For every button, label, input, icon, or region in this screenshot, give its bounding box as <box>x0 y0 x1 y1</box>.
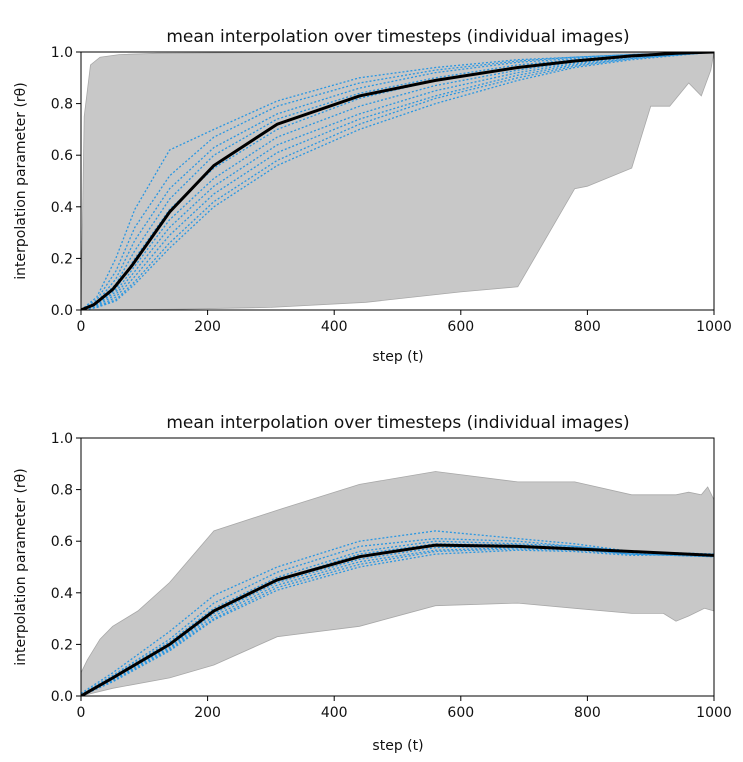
chart-title: mean interpolation over timesteps (indiv… <box>166 413 629 433</box>
chart-title: mean interpolation over timesteps (indiv… <box>166 27 629 47</box>
series-line-6 <box>81 548 714 696</box>
x-tick-label: 1000 <box>696 319 732 335</box>
x-axis-label: step (t) <box>372 349 423 365</box>
x-tick-label: 0 <box>77 319 86 335</box>
y-tick-label: 0.4 <box>51 586 73 602</box>
x-tick-label: 400 <box>321 705 348 721</box>
y-tick-label: 0.2 <box>51 637 73 653</box>
series-line-1 <box>81 537 714 696</box>
series-line-7 <box>81 549 714 696</box>
plot-contents <box>81 52 714 310</box>
series-line-7 <box>81 52 714 310</box>
mean-line <box>81 543 714 696</box>
series-line-6 <box>81 52 714 310</box>
y-axis-label: interpolation parameter (rθ) <box>13 468 29 665</box>
plot-frame <box>80 51 715 311</box>
series-line-2 <box>81 540 714 696</box>
axes: 0 200 400 600 800 1000 0.0 0.2 0.4 0.6 0.8 1.0 <box>51 431 732 721</box>
series-line-0 <box>81 52 714 310</box>
x-tick-label: 800 <box>574 319 601 335</box>
chart-top: mean interpolation over timesteps (indiv… <box>13 27 732 365</box>
plot-area <box>81 471 714 696</box>
chart-bottom: mean interpolation over timesteps (indiv… <box>13 413 732 754</box>
y-tick-label: 0.2 <box>51 251 73 267</box>
y-tick-label: 0.8 <box>51 97 73 113</box>
x-tick-label: 800 <box>574 705 601 721</box>
series-line-4 <box>81 52 714 310</box>
plot-frame <box>80 437 715 697</box>
y-tick-label: 0.6 <box>51 534 73 550</box>
y-tick-label: 0.0 <box>51 689 73 705</box>
x-tick-label: 400 <box>321 319 348 335</box>
plot-area <box>81 52 714 310</box>
x-tick-label: 600 <box>447 705 474 721</box>
x-axis-label: step (t) <box>372 738 423 754</box>
plot-contents <box>81 471 714 696</box>
y-tick-label: 0.8 <box>51 483 73 499</box>
y-axis-label: interpolation parameter (rθ) <box>13 82 29 279</box>
y-tick-label: 1.0 <box>51 431 73 447</box>
y-tick-label: 0.4 <box>51 200 73 216</box>
series-line-2 <box>81 52 714 310</box>
y-tick-label: 0.0 <box>51 303 73 319</box>
series-line-1 <box>81 52 714 310</box>
y-tick-label: 1.0 <box>51 45 73 61</box>
range-band <box>81 471 714 696</box>
mean-line <box>81 52 714 310</box>
series-line-8 <box>81 52 714 310</box>
series-line-9 <box>81 52 714 310</box>
x-tick-label: 200 <box>194 319 221 335</box>
axes: 0 200 400 600 800 1000 0.0 0.2 0.4 0.6 0.8 1.0 <box>51 45 732 335</box>
y-tick-label: 0.6 <box>51 148 73 164</box>
x-tick-label: 600 <box>447 319 474 335</box>
x-tick-label: 1000 <box>696 705 732 721</box>
x-tick-label: 0 <box>77 705 86 721</box>
x-tick-label: 200 <box>194 705 221 721</box>
range-band <box>81 52 714 310</box>
series-line-0 <box>81 530 714 694</box>
